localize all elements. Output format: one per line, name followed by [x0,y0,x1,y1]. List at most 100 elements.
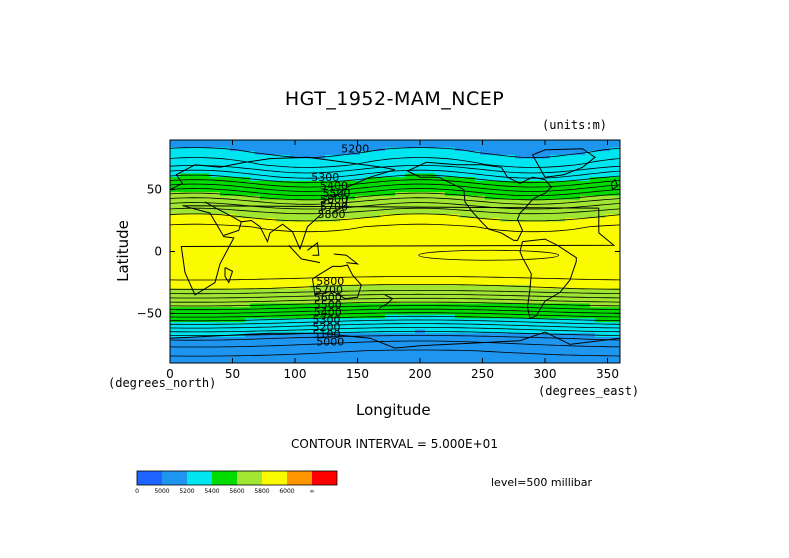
coastline [170,156,396,191]
coastline [333,253,360,265]
x-axis-title: Longitude [356,401,431,419]
contour-line [170,197,620,205]
contour-line [170,308,620,314]
field-cell [170,229,620,234]
contour-line [170,179,620,188]
field-cell [170,314,386,319]
colorbar-swatch [162,471,187,485]
field-cell [170,270,620,275]
coastline [170,331,620,349]
colorbar-tick-label: ∞ [310,488,315,495]
x-tick-label: 350 [596,367,619,381]
field-cell [235,214,381,219]
field-cell [170,162,620,167]
y-axis-unit-label: (degrees_north) [108,376,217,390]
field-cell [500,218,566,223]
field-cell [170,214,236,219]
field-cell [550,154,620,160]
field-cell [395,192,446,197]
field-cell [580,195,620,201]
field-cell [170,236,620,241]
field-cell [435,173,620,178]
contour-line [170,183,620,192]
x-tick-label: 100 [284,367,307,381]
colorbar: 0 5000 5200 5400 5600 5800 6000 ∞ [135,470,338,495]
y-tick-label: −50 [137,306,162,320]
contour-label: 5200 [341,142,369,155]
field-cell [170,351,620,357]
y-tick-label: 0 [154,245,162,259]
coastline [288,244,321,264]
contour-label: 5000 [316,336,344,349]
contour-line [170,349,620,357]
field-cell [385,147,456,152]
contour-line [170,157,620,168]
field-cell [480,151,586,156]
contour-line [170,334,620,341]
field-cell [250,177,366,182]
coastline [224,267,234,284]
field-cell [170,169,620,175]
field-cell [340,218,501,223]
x-tick-label: 0 [166,367,174,381]
colorbar-tick-label: 5400 [204,488,219,495]
field-cell [170,151,256,156]
field-cell [515,154,551,160]
contour-label: 5600 [314,291,342,304]
contour-line [170,276,620,281]
contour-interval-text: CONTOUR INTERVAL = 5.000E+01 [291,437,498,451]
contour-lines [170,147,620,357]
coastline [610,178,619,190]
field-cell [170,221,620,227]
field-cell [170,143,620,149]
field-cell [460,214,606,219]
field-cell [565,218,620,223]
field-cell [530,284,620,290]
field-cell [475,177,591,182]
contour-label: 5500 [323,187,351,200]
field-cell [170,251,620,256]
contour-line [170,301,620,307]
x-tick-label: 50 [225,367,240,381]
field-cell [170,210,620,215]
colorbar-tick-label: 5800 [254,488,269,495]
contour-label: 5300 [313,313,341,326]
contour-labels: 5200530054005500560057005800580057005600… [311,142,369,348]
level-text: level=500 millibar [491,476,593,489]
field-cell [380,214,461,219]
units-label: (units:m) [542,118,608,132]
field-cell [455,147,611,152]
field-cell [180,173,211,178]
coastline [307,241,320,256]
colorbar-tick-label: 0 [135,488,139,495]
contour-line [170,213,620,222]
field-cell [170,262,620,267]
coastline [204,169,396,251]
field-cell [210,173,406,178]
chart-title: HGT_1952-MAM_NCEP [284,88,505,110]
field-cell [170,340,620,346]
contour-label: 5500 [314,299,342,312]
field-cell [170,277,620,282]
contour-label: 5700 [320,201,348,214]
field-cell [170,258,620,264]
y-tick-label: 50 [147,183,162,197]
field-cell [170,281,620,286]
coastline [312,264,362,300]
field-cell [170,180,620,186]
field-cell [220,192,396,197]
colorbar-swatch [262,471,287,485]
field-cell [170,147,231,152]
contour-line [170,326,620,333]
field-cell [485,195,581,201]
contour-line [170,169,620,179]
contour-line [170,164,620,174]
x-tick-label: 150 [346,367,369,381]
field-cell [170,322,620,327]
field-cell [170,140,620,145]
field-cell [405,173,436,178]
colorbar-tick-label: 6000 [279,488,294,495]
coastline [531,148,596,178]
contour-line [170,289,620,295]
field-cell [610,147,620,152]
